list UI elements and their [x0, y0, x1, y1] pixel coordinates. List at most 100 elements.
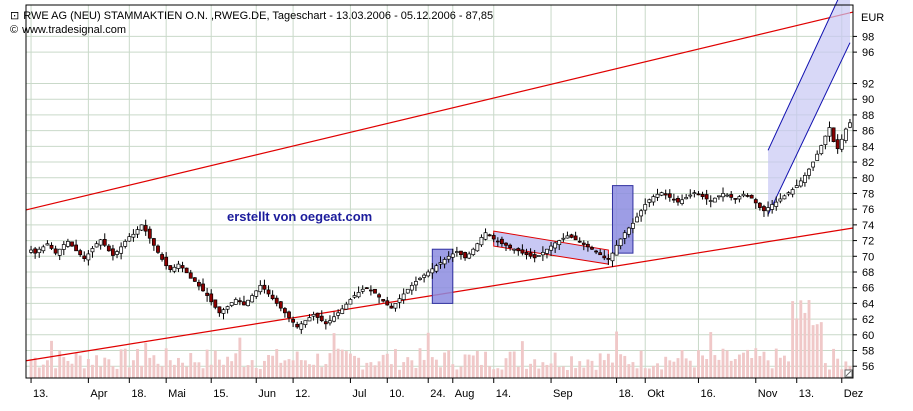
- volume-bar: [70, 363, 74, 378]
- volume-bar: [651, 365, 655, 378]
- volume-bar: [791, 301, 795, 378]
- volume-bar: [697, 350, 700, 378]
- volume-bar: [316, 353, 320, 378]
- candle-body: [667, 193, 672, 198]
- y-tick-label: 80: [862, 173, 874, 185]
- candle-body: [487, 234, 492, 237]
- volume-bar: [398, 369, 401, 378]
- volume-bar: [164, 348, 168, 378]
- x-tick-label: Aug: [455, 388, 475, 400]
- candle-body: [401, 293, 406, 300]
- channel-lower: [767, 42, 851, 215]
- volume-bar: [631, 362, 635, 378]
- volume-bar: [41, 364, 45, 378]
- candle-body: [749, 194, 754, 199]
- volume-bar: [553, 352, 557, 378]
- volume-bar: [484, 351, 487, 378]
- candle-body: [606, 257, 611, 260]
- candle-body: [278, 301, 283, 309]
- candle-body: [835, 139, 840, 150]
- candle-body: [520, 249, 525, 254]
- x-tick-label: 12.: [295, 388, 310, 400]
- volume-bar: [611, 362, 614, 378]
- candle-body: [442, 259, 447, 265]
- candle-body: [712, 197, 717, 203]
- volume-bar: [332, 333, 336, 378]
- candle-body: [299, 323, 304, 330]
- volume-bar: [148, 357, 152, 378]
- volume-bar: [672, 361, 676, 378]
- volume-bar: [512, 351, 516, 378]
- candle-body: [53, 248, 58, 254]
- volume-bar: [615, 331, 618, 378]
- candle-body: [602, 255, 607, 259]
- chart-frame: [25, 4, 854, 379]
- candle-body: [37, 248, 42, 254]
- volume-bar: [688, 360, 692, 378]
- volume-bar: [295, 351, 299, 378]
- candle-body: [684, 197, 689, 200]
- candle-body: [807, 168, 811, 176]
- volume-bar: [496, 368, 500, 378]
- candle-body: [733, 198, 738, 200]
- volume-bar: [185, 366, 189, 378]
- source-row: © www.tradesignal.com: [10, 24, 126, 36]
- candle-body: [430, 268, 435, 274]
- volume-bar: [623, 355, 627, 378]
- candle-body: [618, 238, 623, 247]
- y-tick-label: 84: [862, 141, 874, 153]
- candle-body: [782, 195, 787, 200]
- volume-bar: [197, 362, 201, 378]
- candle-body: [557, 240, 562, 246]
- candle-body: [111, 248, 115, 256]
- volume-bar: [832, 348, 836, 378]
- candle-body: [151, 238, 156, 246]
- volume-bar: [721, 348, 725, 378]
- candle-body: [405, 288, 410, 294]
- candle-body: [291, 319, 296, 323]
- candle-body: [819, 145, 824, 155]
- volume-bar: [422, 359, 426, 378]
- volume-bar: [455, 369, 459, 378]
- y-tick-label: 56: [862, 361, 874, 373]
- candle-body: [221, 309, 226, 314]
- candle-body: [418, 277, 422, 280]
- candle-body: [41, 246, 46, 252]
- candle-body: [569, 234, 574, 238]
- y-tick-label: 78: [862, 188, 874, 200]
- candle-body: [446, 255, 451, 260]
- candle-body: [549, 245, 553, 251]
- candle-body: [426, 271, 431, 277]
- candle-body: [119, 246, 124, 254]
- volume-bar: [369, 362, 373, 378]
- volume-bar: [177, 357, 180, 378]
- volume-bar: [205, 349, 209, 378]
- candle-body: [655, 193, 660, 198]
- candle-body: [143, 225, 148, 232]
- volume-bar: [414, 368, 418, 378]
- candle-body: [626, 227, 631, 235]
- volume-bar: [308, 364, 311, 378]
- candle-body: [168, 265, 173, 270]
- volume-bar: [545, 364, 549, 378]
- candle-body: [348, 299, 353, 305]
- volume-bar: [418, 348, 422, 378]
- y-tick-label: 76: [862, 204, 874, 216]
- trend-overlays: [25, 0, 854, 362]
- volume-bar: [119, 349, 123, 378]
- volume-bar: [91, 364, 94, 378]
- x-tick-label: 18.: [131, 388, 146, 400]
- volume-bar: [639, 350, 643, 378]
- volume-bar: [287, 359, 291, 378]
- candle-body: [135, 229, 140, 235]
- volume-bar: [701, 355, 704, 378]
- volume-bar: [578, 361, 582, 378]
- volume-bar: [394, 348, 397, 378]
- volume-bar: [594, 369, 598, 378]
- volume-bar: [123, 348, 127, 378]
- volume-bar: [361, 369, 365, 378]
- volume-bar: [385, 353, 389, 378]
- candle-body: [532, 254, 537, 259]
- volume-bar: [168, 360, 172, 378]
- volume-bar: [680, 350, 684, 378]
